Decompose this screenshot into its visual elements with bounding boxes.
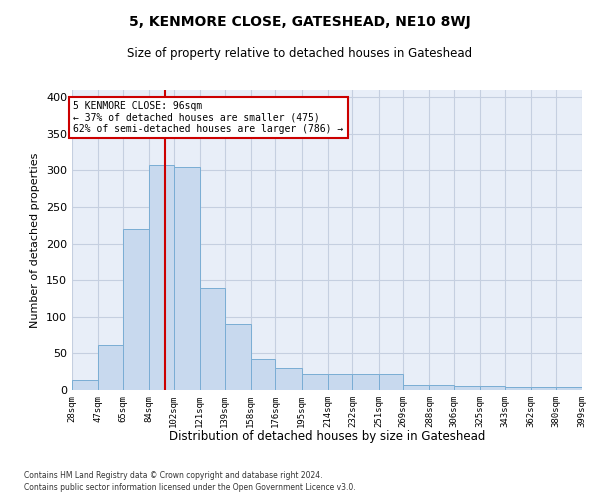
Text: 5 KENMORE CLOSE: 96sqm
← 37% of detached houses are smaller (475)
62% of semi-de: 5 KENMORE CLOSE: 96sqm ← 37% of detached… (73, 101, 344, 134)
Bar (149, 164, 174, 390)
Bar (275, 368, 302, 390)
Bar (379, 374, 403, 390)
Bar (480, 386, 505, 390)
Bar (200, 288, 224, 390)
Text: 5, KENMORE CLOSE, GATESHEAD, NE10 8WJ: 5, KENMORE CLOSE, GATESHEAD, NE10 8WJ (129, 15, 471, 29)
Bar (174, 167, 200, 390)
Bar (403, 385, 430, 390)
Bar (302, 374, 328, 390)
Bar (430, 385, 454, 390)
Bar (224, 324, 251, 390)
Bar (98, 344, 123, 390)
Bar (454, 386, 480, 390)
Bar (72, 380, 98, 390)
Bar (123, 229, 149, 390)
Text: Contains HM Land Registry data © Crown copyright and database right 2024.: Contains HM Land Registry data © Crown c… (24, 471, 323, 480)
Bar (352, 374, 379, 390)
Text: Contains public sector information licensed under the Open Government Licence v3: Contains public sector information licen… (24, 484, 356, 492)
Text: Size of property relative to detached houses in Gateshead: Size of property relative to detached ho… (127, 48, 473, 60)
Bar (531, 387, 556, 390)
Bar (251, 358, 275, 390)
Bar (328, 374, 352, 390)
Y-axis label: Number of detached properties: Number of detached properties (31, 152, 40, 328)
Bar (556, 387, 582, 390)
Bar (505, 387, 531, 390)
X-axis label: Distribution of detached houses by size in Gateshead: Distribution of detached houses by size … (169, 430, 485, 443)
